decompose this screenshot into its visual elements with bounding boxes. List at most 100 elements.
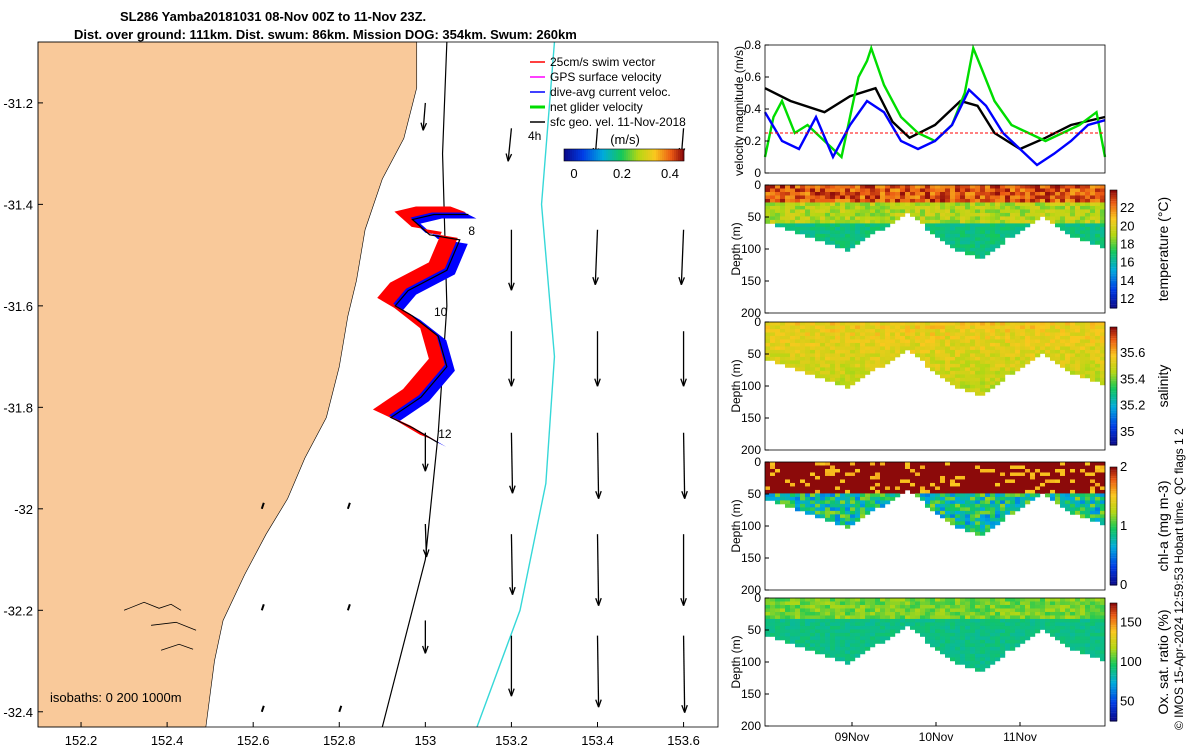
section-cell (1060, 632, 1066, 637)
section-cell (845, 240, 851, 245)
section-cell (990, 479, 996, 484)
section-cell (1085, 643, 1091, 648)
section-cell (1095, 482, 1101, 487)
section-cell (975, 325, 981, 330)
section-colorbar-cell (1110, 702, 1117, 705)
section-cell (940, 339, 946, 344)
section-cell (1040, 195, 1046, 200)
section-cell (895, 322, 901, 326)
map-colorbar-cell (666, 149, 669, 161)
section-cell (860, 198, 866, 203)
section-cell (1045, 462, 1051, 466)
section-cell (985, 657, 991, 662)
section-cell (1055, 332, 1061, 337)
section-cell (880, 608, 886, 613)
section-cell (1045, 342, 1051, 347)
section-colorbar-cell (1110, 559, 1117, 562)
current-arrowhead-1 (505, 153, 513, 162)
section-cell (845, 346, 851, 351)
section-cell (1100, 226, 1106, 231)
section-cell (820, 625, 826, 630)
section-cell (955, 233, 961, 238)
section-cell (1025, 500, 1031, 505)
section-colorbar-cell (1110, 553, 1117, 556)
section-cell (1055, 198, 1061, 203)
section-cell (820, 632, 826, 637)
section-cell (920, 195, 926, 200)
section-cell (945, 332, 951, 337)
section-cell (855, 325, 861, 330)
section-cell (1050, 356, 1056, 361)
section-cell (970, 356, 976, 361)
section-cell (875, 356, 881, 361)
current-arrow-1 (507, 128, 513, 162)
section-cell (945, 342, 951, 347)
section-cell (1060, 219, 1066, 224)
section-cell (995, 514, 1001, 519)
section-cell (960, 524, 966, 529)
section-cell (1020, 482, 1026, 487)
section-cell (1035, 629, 1041, 634)
section-cell (970, 325, 976, 330)
section-cell (1005, 636, 1011, 641)
section-cell (1090, 598, 1096, 602)
section-cell (965, 251, 971, 256)
section-cell (780, 618, 786, 623)
section-cell (915, 479, 921, 484)
section-cell (845, 223, 851, 228)
map-ytick-label: -31.4 (3, 197, 33, 212)
section-cell (800, 356, 806, 361)
section-cell (850, 370, 856, 375)
section-cell (890, 479, 896, 484)
section-cell (1005, 493, 1011, 498)
section-cell (900, 465, 906, 470)
section-cell (865, 219, 871, 224)
section-cell (825, 622, 831, 627)
current-arrow-0 (422, 102, 426, 131)
section-colorbar-cell (1110, 671, 1117, 674)
section-cell (815, 370, 821, 375)
section-colorbar-cell (1110, 712, 1117, 715)
section-colorbar-cell (1110, 714, 1117, 716)
section-cell (1040, 205, 1046, 210)
section-cell (990, 486, 996, 491)
section-cell (815, 475, 821, 480)
section-colorbar-cell (1110, 239, 1117, 242)
section-colorbar-cell (1110, 667, 1117, 670)
map-colorbar-cell (624, 149, 627, 161)
section-cell (970, 514, 976, 519)
section-cell (805, 219, 811, 224)
section-cell (940, 216, 946, 221)
section-cell (955, 370, 961, 375)
section-cell (890, 615, 896, 620)
section-cell (915, 465, 921, 470)
section-cell (880, 212, 886, 217)
section-cell (1025, 629, 1031, 634)
section-cell (870, 202, 876, 207)
section-cell (870, 188, 876, 193)
section-colorbar-cell (1110, 271, 1117, 274)
section-cell (915, 489, 921, 494)
section-cell (815, 191, 821, 196)
section-cell (925, 462, 931, 466)
section-cell (1085, 615, 1091, 620)
section-cell (805, 185, 811, 189)
section-cell (870, 332, 876, 337)
section-cell (1100, 462, 1106, 466)
section-cell (945, 219, 951, 224)
section-cell (1025, 328, 1031, 333)
section-colorbar-cell (1110, 710, 1117, 713)
section-cell (1020, 601, 1026, 606)
section-cell (780, 486, 786, 491)
section-cell (990, 353, 996, 358)
section-cell (895, 342, 901, 347)
section-colorbar-cell (1110, 518, 1117, 521)
section-cell (1040, 479, 1046, 484)
section-cell (955, 507, 961, 512)
section-cell (1080, 632, 1086, 637)
section-cell (825, 226, 831, 231)
section-cell (1050, 462, 1056, 466)
section-cell (860, 622, 866, 627)
section-cell (880, 205, 886, 210)
section-cell (825, 195, 831, 200)
